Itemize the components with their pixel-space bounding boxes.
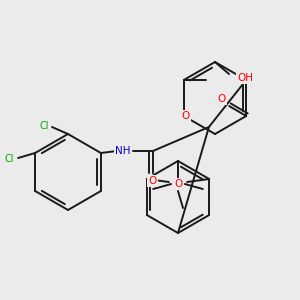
Text: O: O (174, 179, 182, 189)
Text: O: O (149, 176, 157, 186)
Text: O: O (182, 111, 190, 121)
Text: NH: NH (115, 146, 131, 156)
Text: OH: OH (237, 73, 253, 83)
Text: O: O (217, 94, 225, 104)
Text: Cl: Cl (39, 121, 49, 131)
Text: O: O (175, 179, 183, 189)
Text: O: O (173, 179, 181, 189)
Text: Cl: Cl (4, 154, 14, 164)
